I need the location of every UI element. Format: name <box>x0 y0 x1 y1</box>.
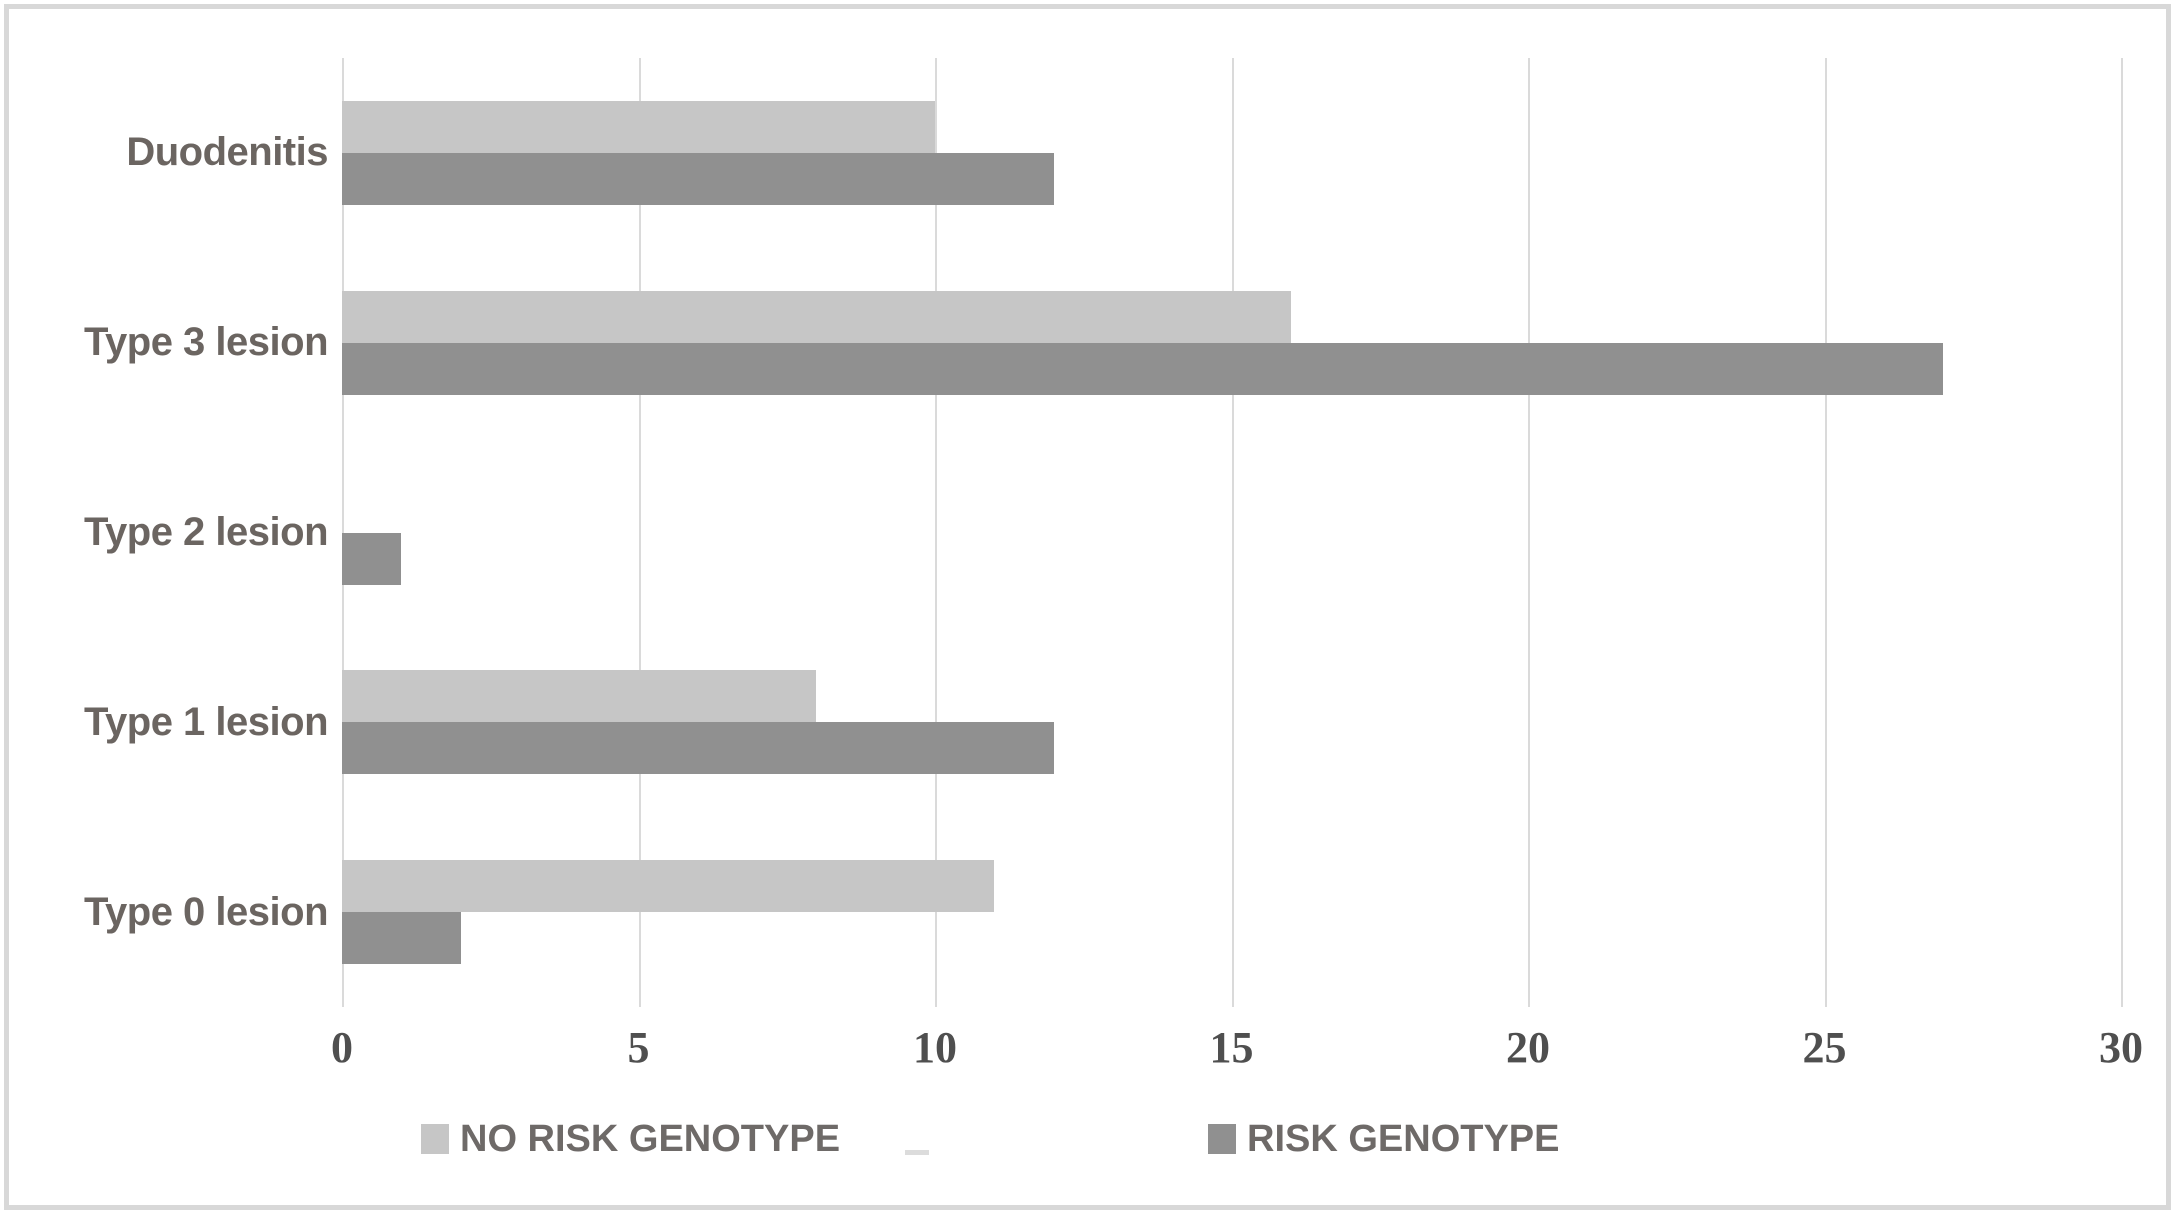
bar-risk-genotype-type-0-lesion <box>342 912 461 965</box>
x-tick-label-10: 10 <box>913 1023 957 1072</box>
x-tick-label-0: 0 <box>331 1023 353 1072</box>
legend-item-risk-genotype: RISK GENOTYPE <box>1208 1118 1560 1160</box>
gridline-30 <box>2121 58 2123 1007</box>
gridline-25 <box>1824 58 1827 1007</box>
category-label-type-2-lesion: Type 2 lesion <box>84 509 328 554</box>
bar-no-risk-genotype-type-3-lesion <box>342 290 1291 343</box>
gridline-20 <box>1528 58 1530 1007</box>
bar-risk-genotype-type-3-lesion <box>342 342 1944 395</box>
legend-swatch-risk-genotype <box>1208 1124 1236 1154</box>
bar-risk-genotype-duodenitis <box>342 152 1054 205</box>
category-label-type-3-lesion: Type 3 lesion <box>84 320 328 365</box>
bar-no-risk-genotype-type-1-lesion <box>342 670 817 723</box>
legend-separator-artifact <box>905 1150 929 1155</box>
gridline-15 <box>1231 58 1234 1007</box>
x-tick-label-15: 15 <box>1209 1023 1254 1072</box>
gridline-10 <box>935 58 937 1007</box>
bar-risk-genotype-type-1-lesion <box>342 722 1054 775</box>
x-tick-label-5: 5 <box>627 1023 650 1072</box>
legend-item-no-risk-genotype: NO RISK GENOTYPE <box>421 1118 840 1160</box>
x-tick-label-20: 20 <box>1506 1023 1550 1072</box>
category-label-duodenitis: Duodenitis <box>126 130 328 175</box>
bar-no-risk-genotype-duodenitis <box>342 100 935 153</box>
legend-label-risk-genotype: RISK GENOTYPE <box>1247 1117 1560 1160</box>
legend-label-no-risk-genotype: NO RISK GENOTYPE <box>460 1117 841 1160</box>
legend-swatch-no-risk-genotype <box>421 1124 449 1154</box>
category-label-type-0-lesion: Type 0 lesion <box>84 889 328 934</box>
bar-no-risk-genotype-type-0-lesion <box>342 860 995 913</box>
x-tick-label-30: 30 <box>2099 1023 2143 1072</box>
bar-risk-genotype-type-2-lesion <box>342 532 402 585</box>
x-tick-label-25: 25 <box>1802 1023 1847 1072</box>
category-label-type-1-lesion: Type 1 lesion <box>84 699 328 744</box>
gridline-5 <box>638 58 641 1007</box>
